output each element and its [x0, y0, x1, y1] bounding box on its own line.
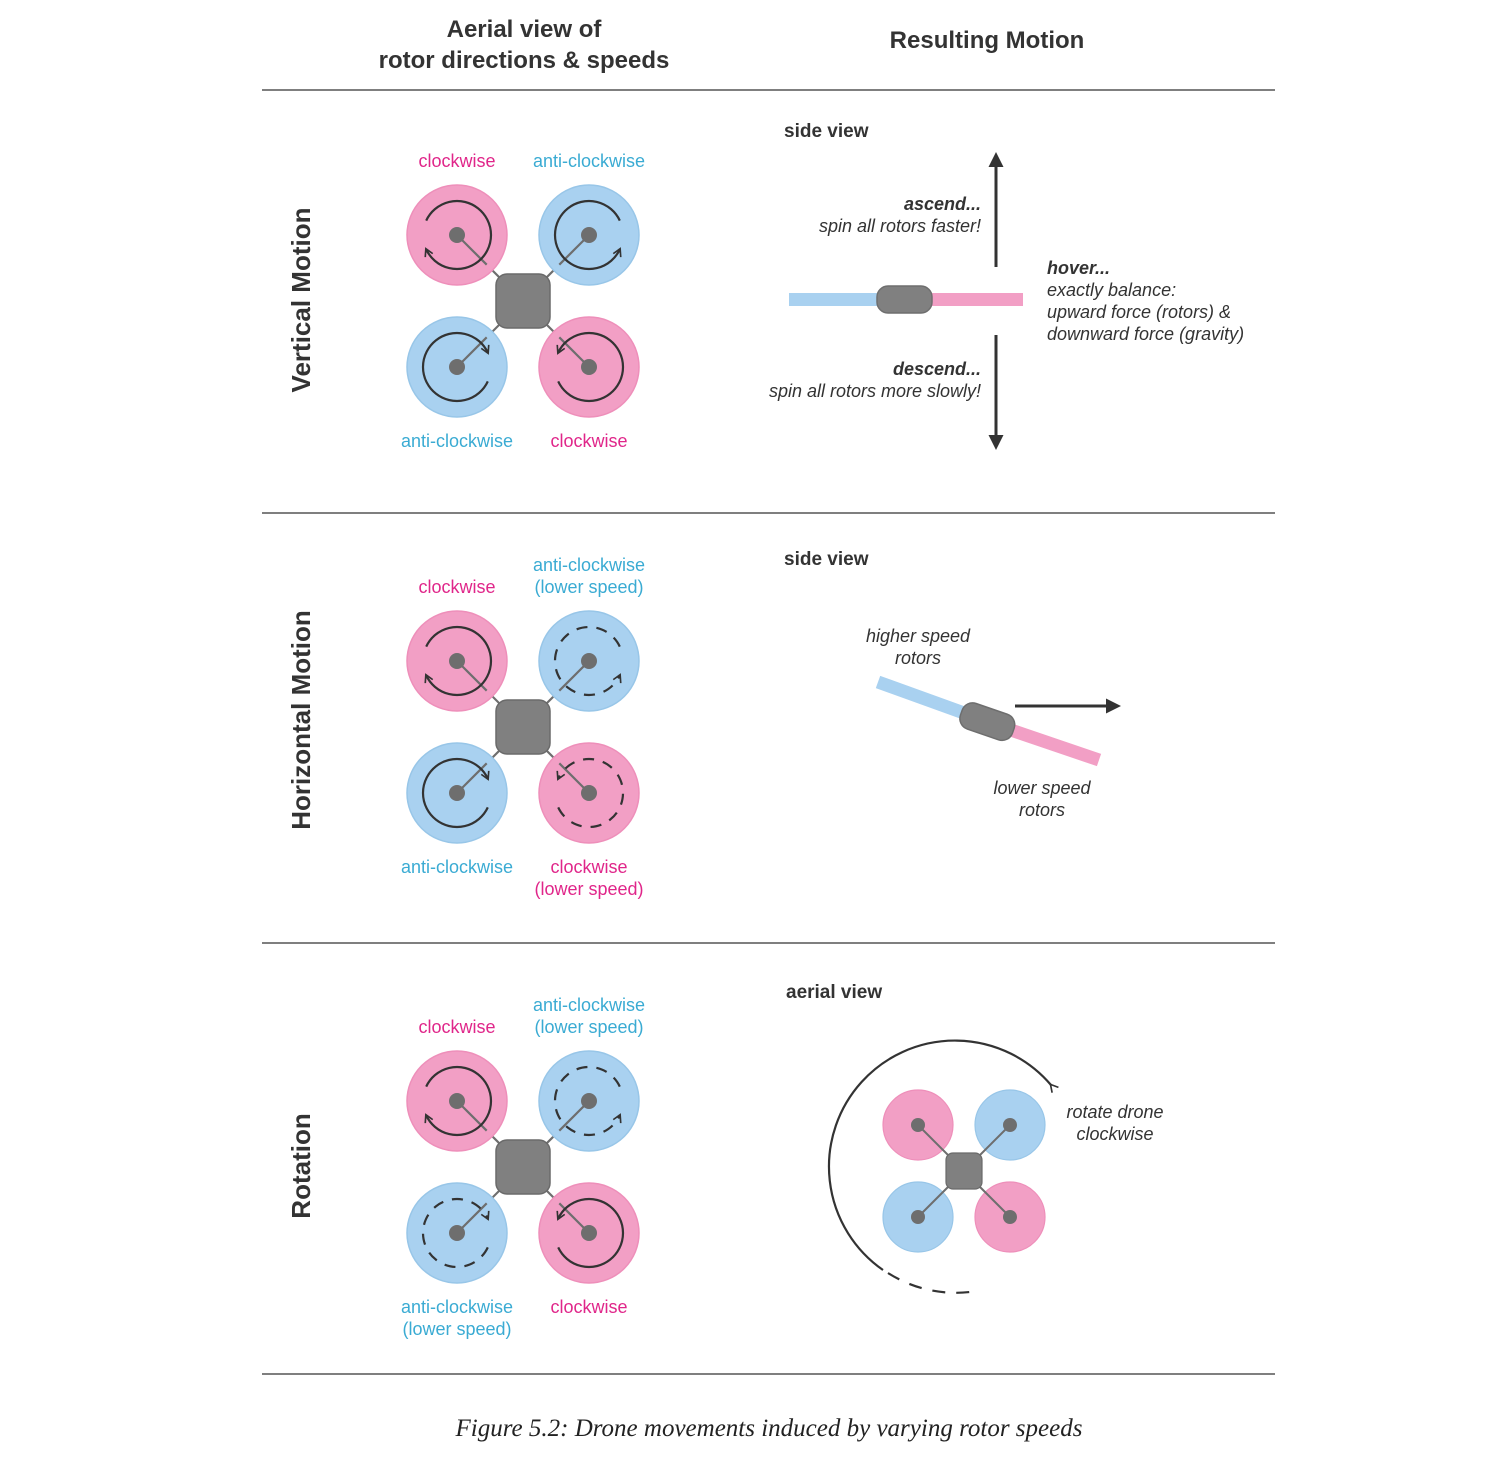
- rotor-label-bottom-right: clockwise: [550, 857, 627, 877]
- rotate-line-1: rotate drone: [1066, 1102, 1163, 1122]
- quadcopter-diagram-vertical: clockwise anti-clockwise anti-clockwise clo…: [401, 151, 645, 451]
- rotor-label-top-right: (lower speed): [534, 577, 643, 597]
- motor-hub-top-left: [449, 227, 465, 243]
- higher-speed-line-1: higher speed: [866, 626, 971, 646]
- rotor-label-top-right: anti-clockwise: [533, 995, 645, 1015]
- motor-hub-bottom-right: [581, 1225, 597, 1241]
- drone-body-tilted: [959, 702, 1016, 742]
- tilted-arm-pink: [1002, 721, 1102, 767]
- hover-line-2: upward force (rotors) &: [1047, 302, 1231, 322]
- header-left-line2: rotor directions & speeds: [379, 47, 670, 74]
- mini-hub-bottom-left: [911, 1210, 925, 1224]
- mini-quadcopter: [882, 1089, 1046, 1253]
- rotor-label-bottom-left: anti-clockwise: [401, 1297, 513, 1317]
- header-left-line1: Aerial view of: [447, 16, 603, 43]
- anticlockwise-arrow-icon: [421, 1197, 488, 1269]
- view-label-side-1: side view: [784, 121, 869, 142]
- horizontal-side-view: side view higher speed rotors lower spee…: [784, 549, 1121, 820]
- hover-line-3: downward force (gravity): [1047, 324, 1244, 344]
- view-label-side-2: side view: [784, 549, 869, 570]
- rotor-label-top-left: clockwise: [418, 1017, 495, 1037]
- motor-hub-top-right: [581, 1093, 597, 1109]
- anticlockwise-arrow-icon: [421, 757, 488, 829]
- rotor-label-top-right: anti-clockwise: [533, 151, 645, 171]
- row-title-vertical: Vertical Motion: [286, 208, 316, 393]
- motor-hub-top-left: [449, 1093, 465, 1109]
- ascend-text: spin all rotors faster!: [819, 216, 981, 236]
- lower-speed-line-2: rotors: [1019, 800, 1065, 820]
- anticlockwise-arrow-icon: [421, 331, 488, 403]
- rotor-label-top-left: clockwise: [418, 151, 495, 171]
- clockwise-arrow-icon: [558, 331, 625, 403]
- rotor-label-top-right: (lower speed): [534, 1017, 643, 1037]
- rotor-label-bottom-right: clockwise: [550, 431, 627, 451]
- row-title-rotation: Rotation: [286, 1113, 316, 1218]
- rotation-arc-dashed: [887, 1272, 971, 1294]
- figure-caption: Figure 5.2: Drone movements induced by v…: [455, 1415, 1083, 1442]
- descend-title: descend...: [893, 359, 981, 379]
- ascend-title: ascend...: [904, 194, 981, 214]
- mini-hub-top-right: [1003, 1118, 1017, 1132]
- clockwise-arrow-icon: [426, 625, 493, 697]
- anticlockwise-arrow-icon: [553, 199, 620, 271]
- rotor-label-bottom-left: anti-clockwise: [401, 857, 513, 877]
- mini-drone-body: [945, 1152, 983, 1190]
- clockwise-arrow-icon: [426, 1065, 493, 1137]
- higher-speed-line-2: rotors: [895, 648, 941, 668]
- rotor-label-top-right: anti-clockwise: [533, 555, 645, 575]
- motor-hub-top-right: [581, 227, 597, 243]
- drone-body: [495, 1139, 551, 1195]
- motor-hub-bottom-left: [449, 785, 465, 801]
- mini-hub-top-left: [911, 1118, 925, 1132]
- motor-hub-top-left: [449, 653, 465, 669]
- rotor-label-bottom-right: (lower speed): [534, 879, 643, 899]
- motor-hub-bottom-right: [581, 785, 597, 801]
- rotor-label-bottom-right: clockwise: [550, 1297, 627, 1317]
- motor-hub-bottom-right: [581, 359, 597, 375]
- vertical-side-view: side view ascend... spin all rotors fast…: [769, 121, 1244, 450]
- rotation-aerial-view: aerial view rotate drone clockwise: [786, 982, 1164, 1294]
- drone-arm-pink: [904, 293, 1023, 306]
- rotor-label-bottom-left: anti-clockwise: [401, 431, 513, 451]
- hover-line-1: exactly balance:: [1047, 280, 1176, 300]
- row-title-horizontal: Horizontal Motion: [286, 610, 316, 830]
- rotor-label-bottom-left: (lower speed): [402, 1319, 511, 1339]
- rotor-label-top-left: clockwise: [418, 577, 495, 597]
- view-label-aerial: aerial view: [786, 982, 882, 1003]
- hover-title: hover...: [1047, 258, 1110, 278]
- anticlockwise-arrow-icon: [553, 1065, 620, 1137]
- clockwise-arrow-icon: [426, 199, 493, 271]
- motor-hub-bottom-left: [449, 1225, 465, 1241]
- rotation-arc: [827, 1039, 1051, 1271]
- mini-hub-bottom-right: [1003, 1210, 1017, 1224]
- motor-hub-top-right: [581, 653, 597, 669]
- clockwise-arrow-icon: [558, 757, 625, 829]
- clockwise-arrow-icon: [558, 1197, 625, 1269]
- drone-body: [495, 699, 551, 755]
- anticlockwise-arrow-icon: [553, 625, 620, 697]
- tilted-arm-blue: [875, 675, 978, 724]
- header-right: Resulting Motion: [890, 27, 1085, 54]
- drone-body-side: [876, 285, 933, 314]
- drone-body: [495, 273, 551, 329]
- lower-speed-line-1: lower speed: [993, 778, 1091, 798]
- rotate-line-2: clockwise: [1076, 1124, 1153, 1144]
- descend-text: spin all rotors more slowly!: [769, 381, 981, 401]
- motor-hub-bottom-left: [449, 359, 465, 375]
- drone-arm-blue: [789, 293, 901, 306]
